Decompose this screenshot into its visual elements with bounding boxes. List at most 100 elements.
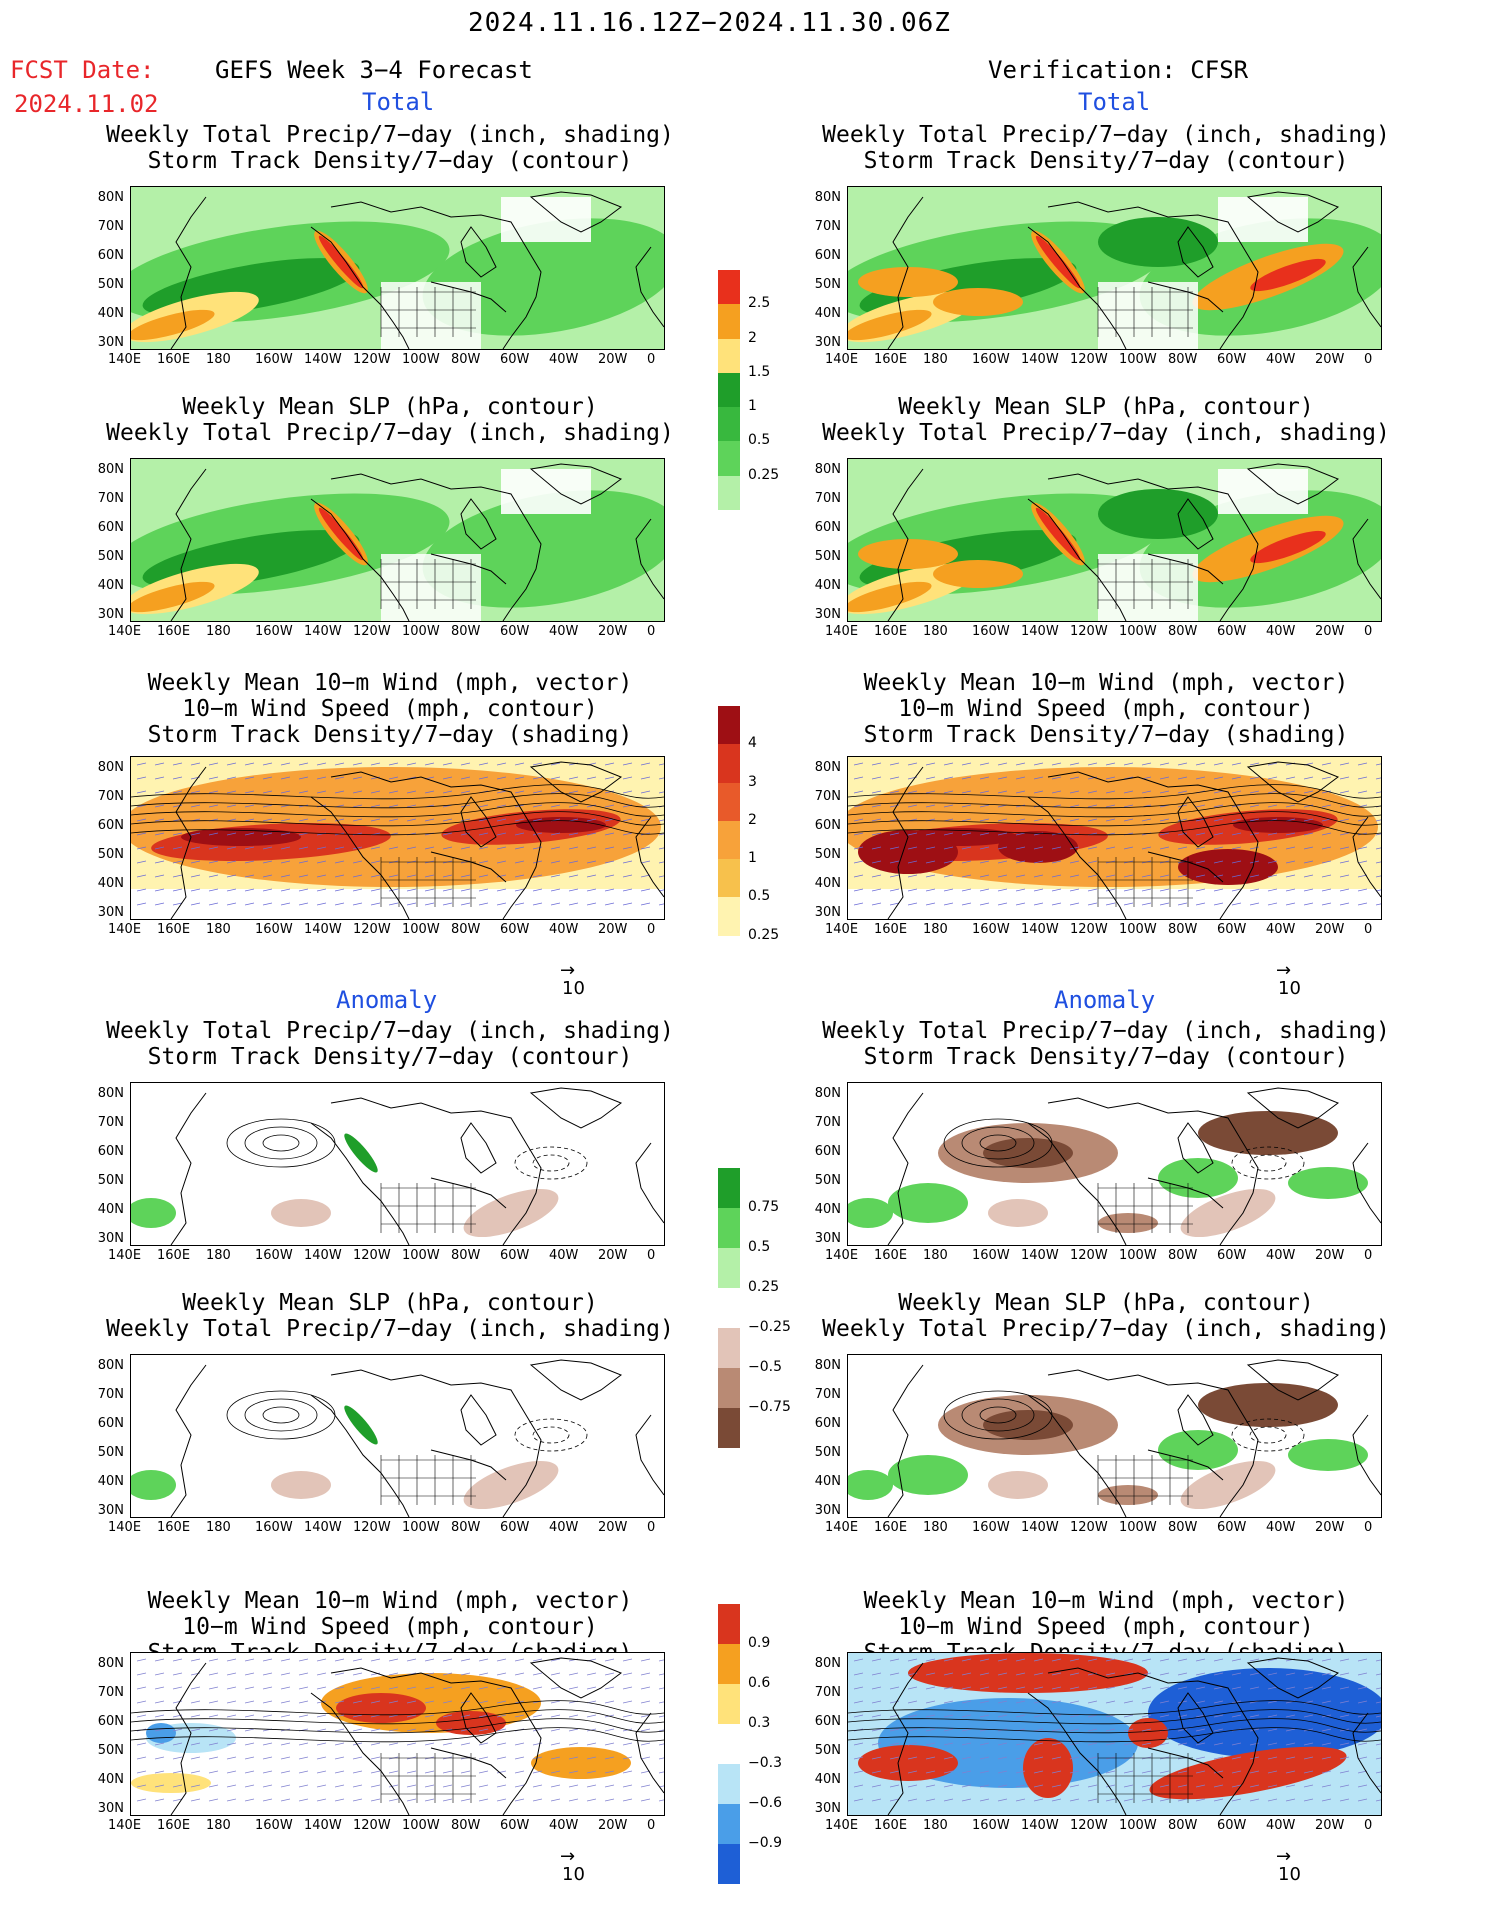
- lon-label: 160W: [255, 352, 293, 367]
- lon-label: 140E: [108, 1818, 142, 1833]
- lat-label: 50N: [814, 847, 841, 862]
- map-panel-forecast-2: [130, 756, 665, 920]
- map-panel-verification-1: [847, 458, 1382, 622]
- lon-label: 160E: [157, 1520, 191, 1535]
- lon-label: 80W: [451, 1248, 481, 1263]
- verification-title: Verification: CFSR: [988, 56, 1249, 84]
- lat-label: 50N: [814, 1743, 841, 1758]
- map-svg-forecast-1: [131, 459, 664, 621]
- lon-label: 180: [923, 922, 948, 937]
- panel-title-verification-0-1: Storm Track Density/7−day (contour): [863, 148, 1349, 174]
- lon-label: 140E: [825, 1520, 859, 1535]
- panel-title-verification-2-2: Storm Track Density/7−day (shading): [863, 722, 1349, 748]
- panel-title-verification-2-0: Weekly Mean 10−m Wind (mph, vector): [863, 670, 1349, 696]
- lat-label: 60N: [814, 1144, 841, 1159]
- panel-title-verification-3-1: Storm Track Density/7−day (contour): [863, 1044, 1349, 1070]
- lon-label: 80W: [1168, 1818, 1198, 1833]
- lat-label: 60N: [97, 818, 124, 833]
- lon-label: 120W: [353, 922, 391, 937]
- colorbar-precip-anom-label: −0.5: [748, 1359, 782, 1375]
- lon-label: 0: [1364, 1520, 1373, 1535]
- lon-label: 100W: [402, 1520, 440, 1535]
- right-total-label: Total: [1078, 88, 1151, 116]
- lon-label: 100W: [1119, 352, 1157, 367]
- colorbar-precip-anom-swatch: [718, 1168, 740, 1208]
- lon-label: 40W: [549, 1248, 579, 1263]
- lon-label: 80W: [1168, 352, 1198, 367]
- lat-label: 70N: [97, 1685, 124, 1700]
- lat-label: 70N: [97, 491, 124, 506]
- panel-title-forecast-4-0: Weekly Mean SLP (hPa, contour): [182, 1290, 598, 1316]
- lon-label: 140W: [1021, 1818, 1059, 1833]
- lon-label: 160E: [874, 352, 908, 367]
- lon-label: 0: [647, 1818, 656, 1833]
- lon-label: 80W: [451, 922, 481, 937]
- panel-title-forecast-4-1: Weekly Total Precip/7−day (inch, shading…: [106, 1316, 674, 1342]
- lon-label: 140E: [825, 922, 859, 937]
- colorbar-storm-total-swatch: [718, 897, 740, 936]
- lon-label: 100W: [402, 352, 440, 367]
- lon-label: 40W: [549, 1818, 579, 1833]
- lon-label: 100W: [1119, 1248, 1157, 1263]
- lon-label: 180: [206, 624, 231, 639]
- lon-label: 140W: [304, 1520, 342, 1535]
- map-svg-verification-4: [848, 1355, 1381, 1517]
- lon-label: 100W: [402, 1248, 440, 1263]
- colorbar-precip-total-swatch: [718, 372, 740, 408]
- colorbar-precip-total-label: 0.25: [748, 466, 780, 483]
- lon-label: 160W: [255, 1818, 293, 1833]
- lon-label: 20W: [1315, 922, 1345, 937]
- lon-label: 20W: [598, 922, 628, 937]
- panel-title-forecast-5-1: 10−m Wind Speed (mph, contour): [182, 1614, 598, 1640]
- date-range-title: 2024.11.16.12Z−2024.11.30.06Z: [468, 8, 951, 38]
- lon-label: 20W: [1315, 1520, 1345, 1535]
- lon-label: 160W: [255, 922, 293, 937]
- colorbar-precip-total-swatch: [718, 441, 740, 476]
- lon-label: 40W: [549, 922, 579, 937]
- lat-label: 30N: [814, 905, 841, 920]
- lat-label: 50N: [97, 549, 124, 564]
- lon-label: 140E: [108, 1248, 142, 1263]
- panel-title-forecast-0-0: Weekly Total Precip/7−day (inch, shading…: [106, 122, 674, 148]
- lat-label: 80N: [97, 462, 124, 477]
- lon-label: 140E: [108, 1520, 142, 1535]
- colorbar-precip-total-label: 1: [748, 398, 757, 415]
- lon-label: 60W: [1217, 1248, 1247, 1263]
- lat-label: 80N: [97, 1086, 124, 1101]
- panel-title-forecast-5-0: Weekly Mean 10−m Wind (mph, vector): [147, 1588, 633, 1614]
- colorbar-precip-total-label: 2: [748, 329, 757, 346]
- map-svg-verification-5: [848, 1653, 1381, 1815]
- lat-label: 30N: [97, 335, 124, 350]
- colorbar-storm-anom-swatch: [718, 1804, 740, 1844]
- lon-label: 60W: [1217, 1520, 1247, 1535]
- lon-label: 160E: [157, 922, 191, 937]
- lat-label: 80N: [814, 1656, 841, 1671]
- lon-label: 0: [647, 1248, 656, 1263]
- panel-title-forecast-2-2: Storm Track Density/7−day (shading): [147, 722, 633, 748]
- lon-label: 60W: [500, 1248, 530, 1263]
- fcst-date-value: 2024.11.02: [14, 90, 159, 118]
- left-total-label: Total: [362, 88, 435, 116]
- lon-label: 160E: [874, 1248, 908, 1263]
- lon-label: 0: [647, 922, 656, 937]
- lon-label: 20W: [598, 624, 628, 639]
- lon-label: 160W: [972, 1818, 1010, 1833]
- lon-label: 180: [923, 1520, 948, 1535]
- panel-title-verification-5-0: Weekly Mean 10−m Wind (mph, vector): [863, 1588, 1349, 1614]
- lon-label: 160W: [972, 922, 1010, 937]
- map-svg-verification-3: [848, 1083, 1381, 1245]
- lat-label: 80N: [814, 462, 841, 477]
- lat-label: 60N: [814, 520, 841, 535]
- lon-label: 120W: [1070, 352, 1108, 367]
- lat-label: 30N: [814, 335, 841, 350]
- right-anomaly-label: Anomaly: [1054, 986, 1156, 1014]
- lon-label: 140W: [304, 624, 342, 639]
- colorbar-precip-total-swatch: [718, 407, 740, 442]
- lon-label: 120W: [1070, 1248, 1108, 1263]
- lon-label: 0: [1364, 1248, 1373, 1263]
- colorbar-precip-total-swatch: [718, 304, 740, 339]
- lat-label: 80N: [814, 190, 841, 205]
- lon-label: 0: [647, 624, 656, 639]
- vector-reference-value: 10: [562, 1864, 585, 1885]
- forecast-model-title: GEFS Week 3−4 Forecast: [215, 56, 533, 84]
